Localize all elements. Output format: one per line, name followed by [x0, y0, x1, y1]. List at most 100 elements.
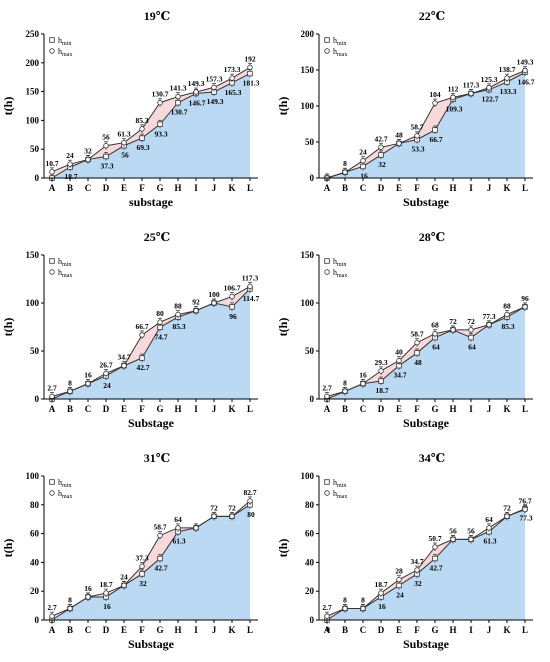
data-label-hmax: 149.3 — [188, 79, 205, 88]
data-label-hmin: 32 — [378, 160, 386, 169]
legend-marker-hmin — [324, 37, 330, 43]
x-tick-label: E — [396, 183, 402, 193]
data-label-hmax: 26.7 — [99, 360, 112, 369]
y-tick-label: 100 — [26, 471, 40, 481]
area-hmin — [327, 306, 525, 399]
marker-hmax — [175, 93, 181, 100]
x-tick-label: C — [360, 404, 367, 414]
data-label-hmax: 16 — [359, 371, 367, 380]
data-label-hmin: 16 — [378, 602, 386, 611]
data-label-hmax: 32 — [84, 147, 92, 156]
marker-hmax — [139, 332, 145, 338]
x-tick-label: D — [103, 183, 110, 193]
legend-label-hmin-h: h — [58, 478, 62, 487]
data-label-hmax: 72 — [210, 503, 218, 512]
x-axis-label: Substage — [403, 416, 450, 430]
marker-hmax — [342, 169, 348, 175]
data-label-hmax: 82.7 — [243, 488, 256, 497]
y-tick-label: 40 — [305, 557, 315, 567]
x-tick-label: E — [121, 183, 127, 193]
x-tick-label: K — [228, 183, 235, 193]
data-label-hmax: 88 — [503, 302, 511, 311]
data-label-hmin: 133.3 — [500, 87, 517, 96]
y-tick-label: 200 — [301, 29, 315, 39]
marker-hmin — [157, 121, 163, 127]
marker-hmax — [342, 605, 348, 612]
marker-hmax — [450, 327, 456, 333]
marker-hmax — [229, 513, 235, 520]
y-tick-label: 150 — [301, 65, 315, 75]
x-tick-label: B — [342, 404, 348, 414]
data-label-hmax: 2.7 — [322, 603, 332, 612]
x-tick-label: L — [522, 183, 528, 193]
x-tick-label: K — [228, 625, 235, 635]
data-label-hmax: 88 — [174, 302, 182, 311]
legend-marker-hmax — [324, 490, 330, 496]
x-tick-label: A — [324, 625, 331, 635]
y-axis-label: t(h) — [276, 539, 290, 558]
y-axis-label: t(h) — [1, 539, 15, 558]
data-label-hmin: 24 — [103, 381, 111, 390]
data-label-hmax: 58.7 — [410, 330, 423, 339]
data-label-hmax: 10.7 — [45, 159, 58, 168]
data-label-hmax: 64 — [485, 515, 493, 524]
marker-hmax — [103, 590, 109, 596]
data-label-hmax: 104 — [429, 90, 441, 99]
legend-label-hmax: hmax — [333, 268, 347, 279]
legend-label-hmin: hmin — [333, 478, 346, 489]
marker-hmax — [414, 567, 420, 573]
x-tick-label: C — [85, 625, 92, 635]
marker-hmax — [67, 161, 73, 167]
x-tick-label: D — [378, 404, 385, 414]
data-label-hmax: 64 — [174, 515, 182, 524]
marker-hmax — [486, 85, 492, 91]
y-tick-label: 0 — [310, 394, 315, 404]
data-label-hmax: 77.3 — [482, 312, 495, 321]
marker-hmin — [175, 100, 181, 106]
data-label-hmin: 42.7 — [154, 564, 167, 573]
x-tick-label: G — [156, 183, 163, 193]
x-tick-label: L — [522, 625, 528, 635]
y-tick-label: 250 — [26, 29, 40, 39]
area-hmin — [52, 504, 250, 620]
x-tick-label: H — [449, 404, 456, 414]
marker-hmax — [414, 133, 420, 139]
data-label-hmax: 56 — [102, 133, 110, 142]
x-tick-label: G — [156, 625, 163, 635]
x-tick-label: H — [174, 183, 181, 193]
x-axis-label: Substage — [403, 195, 450, 209]
marker-hmax — [49, 393, 55, 400]
x-tick-label: L — [247, 625, 253, 635]
legend-label-hmin-h: h — [333, 478, 337, 487]
line-hmax — [326, 70, 526, 179]
marker-hmax — [486, 322, 492, 328]
legend-label-hmax: hmax — [333, 489, 347, 500]
marker-hmin — [468, 334, 474, 341]
legend-label-hmin-sub: min — [62, 262, 71, 268]
data-label-hmax: 48 — [395, 130, 403, 139]
legend-label-hmin-h: h — [333, 257, 337, 266]
line-hmax — [51, 66, 251, 173]
marker-hmax — [324, 393, 330, 400]
data-label-hmax: 2.7 — [47, 603, 57, 612]
y-axis-label: t(h) — [276, 318, 290, 337]
data-label-hmin: 146.7 — [518, 77, 535, 86]
legend-marker-hmin — [49, 479, 55, 485]
legend-label-hmax-sub: max — [337, 52, 347, 58]
data-label-hmax: 8 — [68, 595, 72, 604]
data-label-hmin: 61.3 — [483, 537, 496, 546]
area-hmin — [52, 288, 250, 399]
y-tick-label: 200 — [26, 58, 40, 68]
x-tick-label: C — [360, 183, 367, 193]
chart-25c: 25℃ 2.7 8 16 26.7 24 34.7 66.7 42.7 80 74.7 88 85.3 9… — [1, 230, 259, 430]
marker-hmax — [211, 84, 217, 91]
legend-label-hmin-sub: min — [337, 41, 346, 47]
marker-hmin — [139, 135, 145, 141]
marker-hmin — [378, 152, 384, 158]
area-gap — [52, 67, 250, 178]
marker-hmax — [49, 169, 55, 175]
data-label-hmax: 192 — [244, 54, 256, 63]
x-tick-label: J — [487, 183, 492, 193]
data-label-hmax: 80 — [156, 309, 164, 318]
y-tick-label: 100 — [26, 298, 40, 308]
